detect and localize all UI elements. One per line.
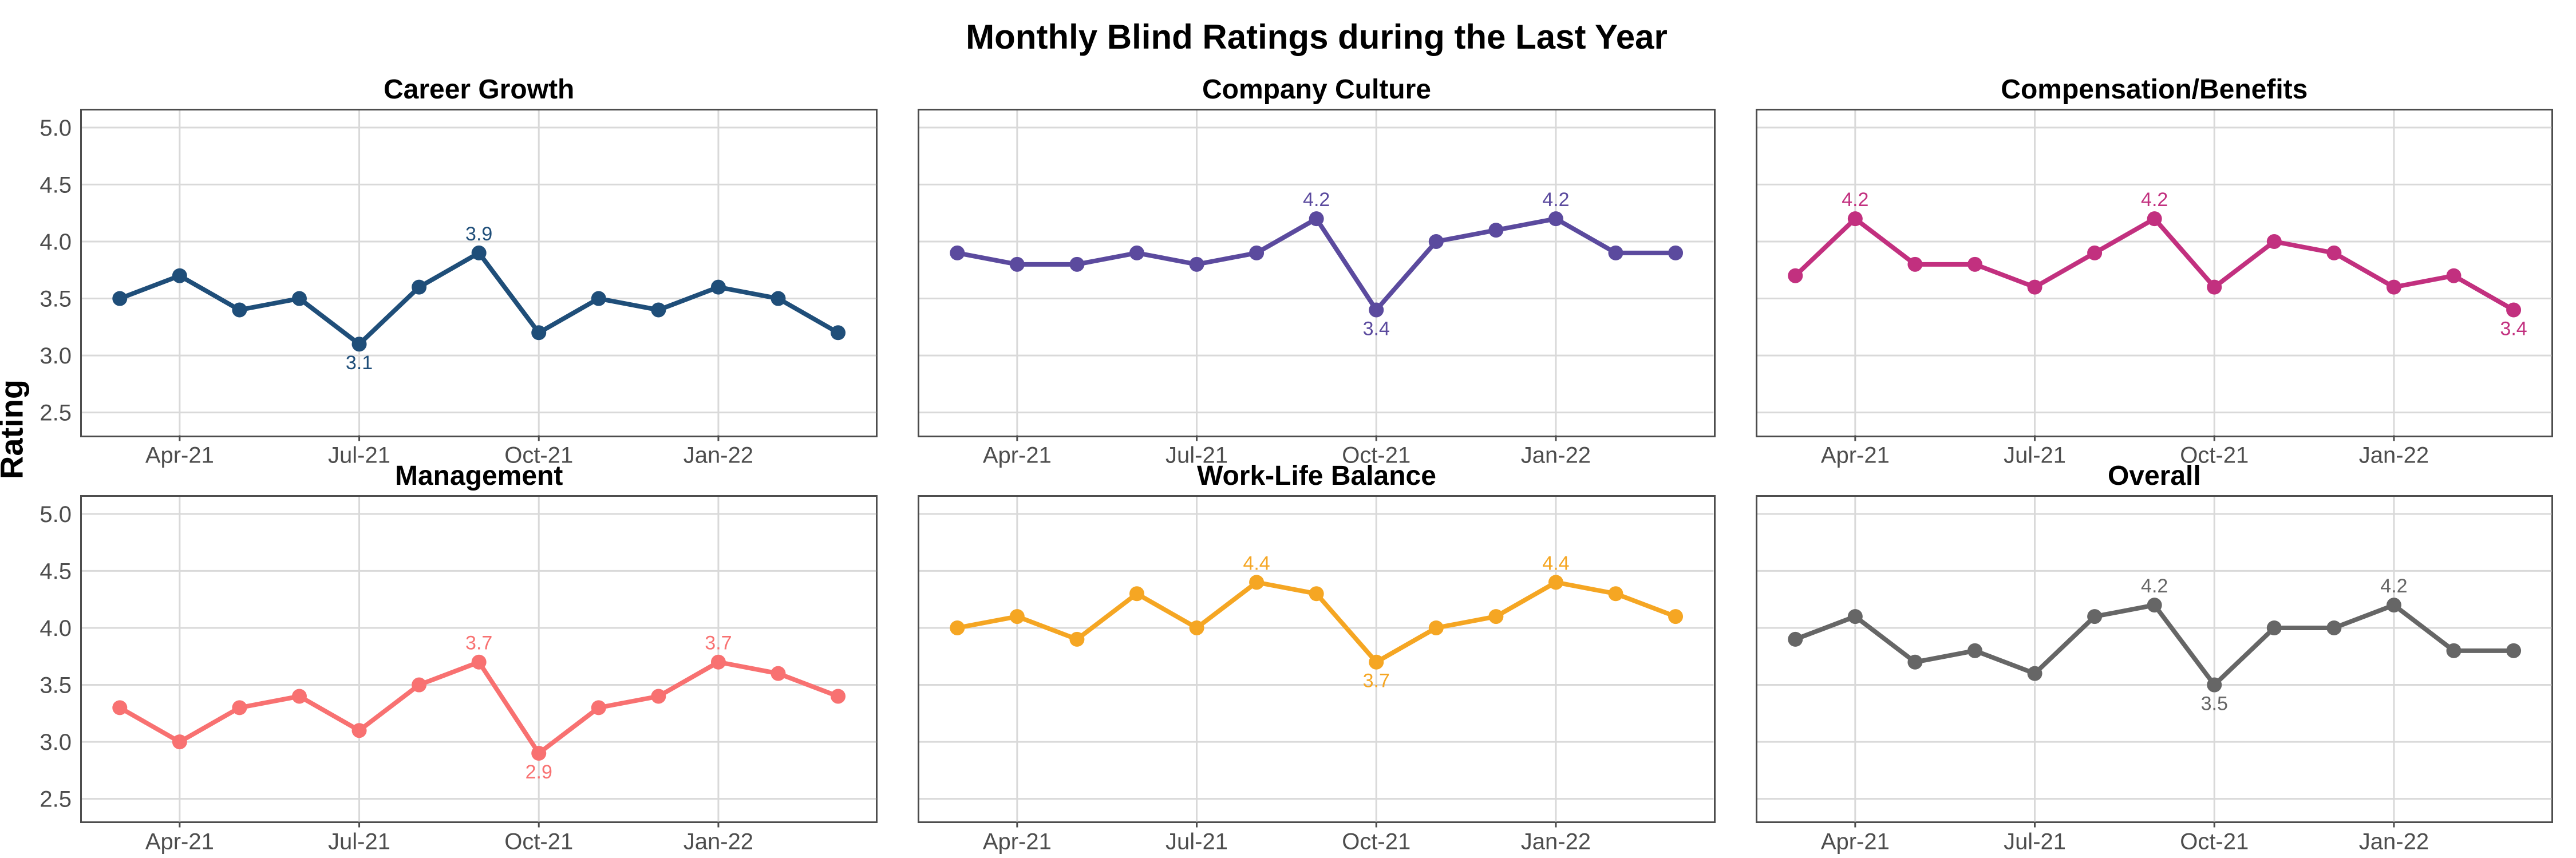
svg-text:3.0: 3.0 — [39, 343, 72, 369]
svg-text:4.2: 4.2 — [2141, 575, 2168, 597]
svg-text:Jul-21: Jul-21 — [2004, 443, 2066, 468]
svg-text:3.5: 3.5 — [2200, 693, 2227, 714]
svg-text:Jul-21: Jul-21 — [2004, 829, 2066, 854]
svg-text:Jan-22: Jan-22 — [1521, 829, 1591, 854]
panel-title-1: Company Culture — [918, 74, 1715, 105]
svg-text:4.4: 4.4 — [1543, 552, 1570, 574]
svg-text:4.0: 4.0 — [39, 230, 72, 255]
svg-text:3.7: 3.7 — [465, 632, 492, 654]
svg-text:Jan-22: Jan-22 — [2358, 829, 2428, 854]
svg-text:Jul-21: Jul-21 — [328, 443, 390, 468]
svg-text:Jan-22: Jan-22 — [683, 443, 753, 468]
svg-text:Apr-21: Apr-21 — [1820, 829, 1889, 854]
panel-2: 4.24.23.4Apr-21Jul-21Oct-21Jan-22 — [1756, 109, 2553, 437]
svg-text:3.5: 3.5 — [39, 673, 72, 698]
svg-text:3.1: 3.1 — [346, 352, 373, 374]
svg-text:3.4: 3.4 — [1363, 318, 1390, 339]
svg-text:Apr-21: Apr-21 — [1820, 443, 1889, 468]
svg-text:Apr-21: Apr-21 — [983, 829, 1052, 854]
panel-1: 4.23.44.2Apr-21Jul-21Oct-21Jan-22 — [918, 109, 1715, 437]
svg-text:Jan-22: Jan-22 — [2358, 443, 2428, 468]
svg-text:2.9: 2.9 — [526, 761, 552, 783]
svg-text:3.5: 3.5 — [39, 287, 72, 312]
panel-4: 4.43.74.4Apr-21Jul-21Oct-21Jan-22 — [918, 495, 1715, 824]
svg-text:Oct-21: Oct-21 — [2180, 829, 2249, 854]
svg-text:2.5: 2.5 — [39, 401, 72, 426]
svg-text:Jan-22: Jan-22 — [683, 829, 753, 854]
svg-text:3.7: 3.7 — [1363, 670, 1390, 691]
svg-text:Apr-21: Apr-21 — [983, 443, 1052, 468]
svg-text:Jul-21: Jul-21 — [328, 829, 390, 854]
svg-text:5.0: 5.0 — [39, 501, 72, 527]
svg-text:4.2: 4.2 — [1543, 189, 1570, 211]
panel-0: 3.13.92.53.03.54.04.55.0Apr-21Jul-21Oct-… — [80, 109, 878, 437]
panel-title-2: Compensation/Benefits — [1756, 74, 2553, 105]
svg-text:Apr-21: Apr-21 — [145, 443, 214, 468]
svg-text:Oct-21: Oct-21 — [2180, 443, 2249, 468]
svg-text:3.0: 3.0 — [39, 730, 72, 755]
svg-text:5.0: 5.0 — [39, 116, 72, 141]
main-title: Monthly Blind Ratings during the Last Ye… — [80, 17, 2553, 57]
svg-text:4.2: 4.2 — [2380, 575, 2407, 597]
svg-text:Apr-21: Apr-21 — [145, 829, 214, 854]
svg-text:2.5: 2.5 — [39, 786, 72, 812]
svg-text:Oct-21: Oct-21 — [504, 829, 573, 854]
svg-text:3.9: 3.9 — [465, 223, 492, 245]
svg-text:Oct-21: Oct-21 — [1342, 443, 1411, 468]
svg-text:4.0: 4.0 — [39, 615, 72, 640]
svg-text:4.2: 4.2 — [1303, 189, 1330, 211]
svg-text:4.5: 4.5 — [39, 559, 72, 584]
svg-text:4.5: 4.5 — [39, 172, 72, 197]
svg-text:Jan-22: Jan-22 — [1521, 443, 1591, 468]
facet-grid: Career Growth3.13.92.53.03.54.04.55.0Apr… — [80, 74, 2553, 823]
panel-title-0: Career Growth — [80, 74, 878, 105]
svg-text:Oct-21: Oct-21 — [504, 443, 573, 468]
panel-3: 3.72.93.72.53.03.54.04.55.0Apr-21Jul-21O… — [80, 495, 878, 824]
svg-text:Jul-21: Jul-21 — [1165, 443, 1228, 468]
svg-text:Oct-21: Oct-21 — [1342, 829, 1411, 854]
svg-text:3.7: 3.7 — [705, 632, 732, 654]
svg-text:4.4: 4.4 — [1243, 552, 1270, 574]
svg-text:Jul-21: Jul-21 — [1165, 829, 1228, 854]
svg-text:4.2: 4.2 — [1842, 189, 1868, 211]
svg-text:3.4: 3.4 — [2500, 318, 2527, 339]
y-axis-label: Rating — [0, 379, 30, 479]
panel-5: 4.23.54.2Apr-21Jul-21Oct-21Jan-22 — [1756, 495, 2553, 824]
svg-text:4.2: 4.2 — [2141, 189, 2168, 211]
